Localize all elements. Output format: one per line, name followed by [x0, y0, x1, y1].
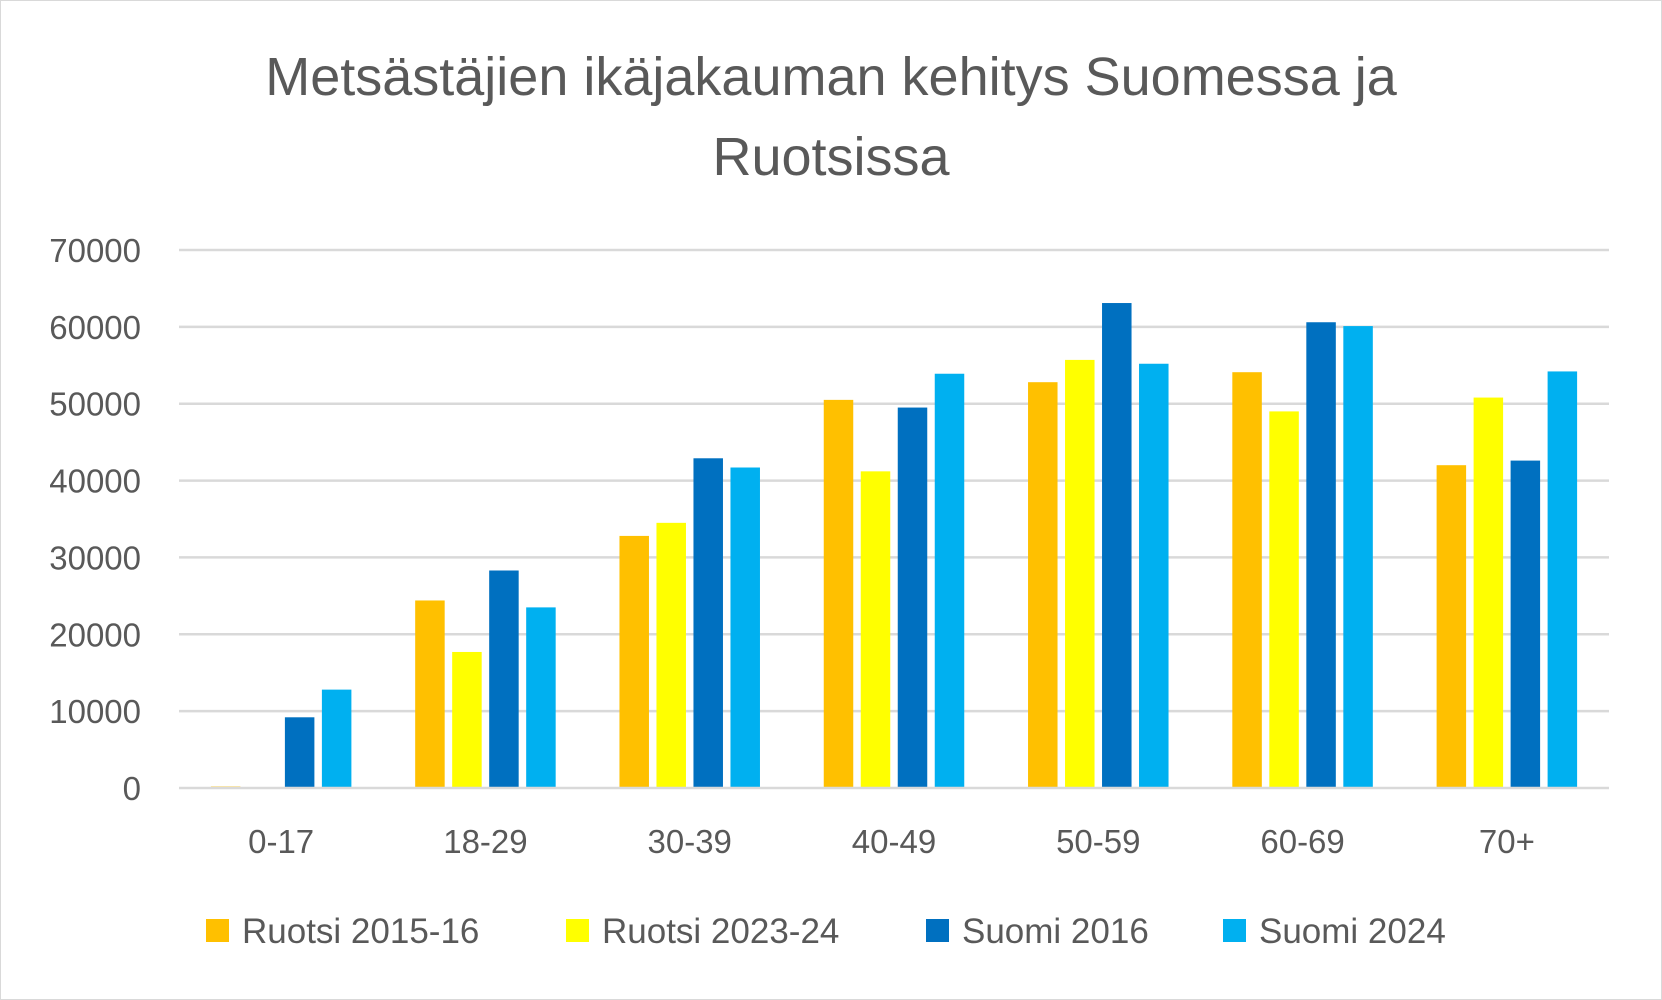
- bar: [1232, 372, 1262, 788]
- y-tick-label: 0: [123, 770, 141, 807]
- bar: [860, 471, 891, 788]
- y-tick-label: 60000: [49, 309, 141, 346]
- bar: [452, 651, 482, 788]
- bar: [934, 373, 965, 788]
- bar: [1306, 322, 1336, 788]
- gridlines: [179, 248, 1609, 713]
- bar: [1510, 460, 1541, 788]
- legend-swatch: [206, 919, 229, 942]
- y-axis: 0 10000 20000 30000 40000 50000 60000 70000: [49, 232, 141, 807]
- y-tick-label: 50000: [49, 386, 141, 423]
- bar: [284, 717, 315, 788]
- legend-item: Ruotsi 2023-24: [566, 912, 839, 951]
- legend-item: Ruotsi 2015-16: [206, 912, 479, 951]
- x-tick-label: 0-17: [248, 823, 314, 860]
- y-tick-label: 40000: [49, 463, 141, 500]
- chart-title-line-1: Metsästäjien ikäjakauman kehitys Suomess…: [265, 47, 1398, 107]
- legend-label: Ruotsi 2023-24: [602, 912, 839, 951]
- bar: [1436, 465, 1467, 788]
- y-tick-label: 70000: [49, 232, 141, 269]
- legend-swatch: [1223, 919, 1246, 942]
- legend-label: Suomi 2016: [962, 912, 1149, 951]
- bar: [1028, 382, 1058, 788]
- legend-item: Suomi 2024: [1223, 912, 1446, 951]
- legend-swatch: [926, 919, 949, 942]
- chart-title-line-2: Ruotsissa: [712, 127, 950, 187]
- x-tick-label: 60-69: [1260, 823, 1344, 860]
- bar: [693, 458, 723, 788]
- x-tick-label: 50-59: [1056, 823, 1140, 860]
- x-tick-label: 30-39: [648, 823, 732, 860]
- bar: [730, 467, 760, 788]
- y-tick-label: 20000: [49, 616, 141, 653]
- bar: [897, 407, 928, 788]
- chart-title: Metsästäjien ikäjakauman kehitys Suomess…: [265, 47, 1398, 187]
- x-tick-label: 70+: [1479, 823, 1535, 860]
- bar: [415, 600, 445, 788]
- bars: [210, 303, 1578, 788]
- legend-label: Ruotsi 2015-16: [242, 912, 479, 951]
- bar: [1139, 363, 1169, 788]
- legend-label: Suomi 2024: [1259, 912, 1446, 951]
- x-tick-label: 18-29: [443, 823, 527, 860]
- bar: [1343, 326, 1373, 788]
- bar: [1547, 371, 1578, 788]
- y-tick-label: 30000: [49, 539, 141, 576]
- bar: [619, 535, 649, 788]
- x-tick-label: 40-49: [852, 823, 936, 860]
- legend-item: Suomi 2016: [926, 912, 1149, 951]
- bar: [1065, 359, 1095, 788]
- y-tick-label: 10000: [49, 693, 141, 730]
- legend-swatch: [566, 919, 589, 942]
- bar: [1269, 411, 1299, 788]
- legend: Ruotsi 2015-16 Ruotsi 2023-24 Suomi 2016 Su…: [206, 912, 1446, 951]
- bar: [1473, 397, 1504, 788]
- bar: [321, 689, 352, 788]
- bar: [1102, 303, 1132, 788]
- bar: [526, 607, 556, 788]
- bar: [489, 570, 519, 788]
- bar: [823, 399, 854, 788]
- x-axis: 0-17 18-29 30-39 40-49 50-59 60-69 70+: [179, 786, 1609, 860]
- bar: [656, 522, 686, 788]
